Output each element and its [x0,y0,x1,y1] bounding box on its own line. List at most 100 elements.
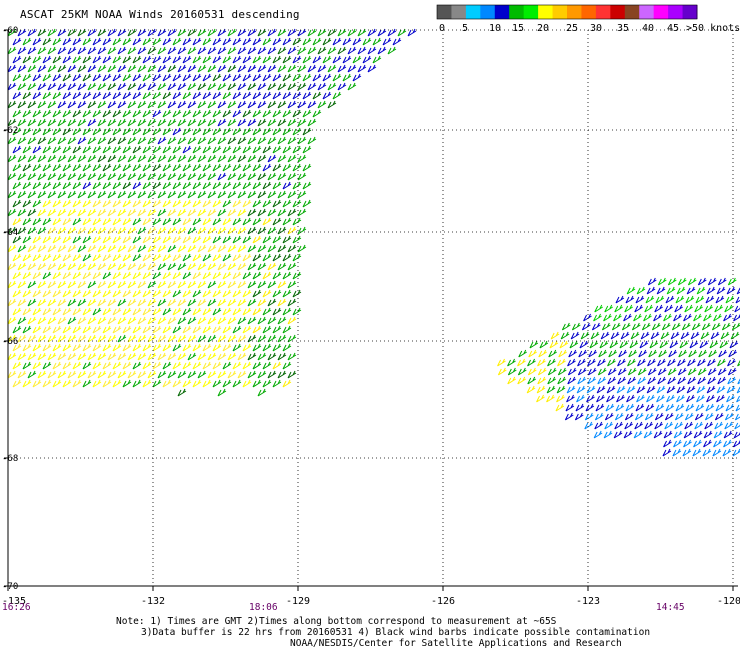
wind-barb [297,244,307,253]
wind-barb [137,172,147,181]
wind-barb [619,340,629,349]
wind-barb [172,325,182,334]
wind-barb [107,226,117,235]
wind-barb [267,136,277,145]
pass-time-label: 18:06 [249,602,278,613]
wind-barb [192,325,202,334]
wind-barb [142,217,152,226]
wind-barb [717,376,726,385]
wind-barb [566,385,576,394]
wind-barb [737,359,740,367]
wind-barb [147,298,157,307]
wind-barb [362,55,372,64]
wind-barb [87,208,97,217]
wind-barb [262,307,272,316]
wind-barb [12,343,22,352]
wind-barb [177,46,187,55]
wind-barb [676,385,686,394]
wind-barb [242,217,252,226]
latitude-label: -60 [2,26,18,36]
wind-barb [207,82,217,91]
wind-barb [668,349,677,358]
wind-barb [177,262,187,271]
wind-barb [727,376,736,385]
map-title: ASCAT 25KM NOAA Winds 20160531 descendin… [20,8,300,21]
wind-barb [12,307,22,316]
wind-barb [72,91,82,100]
wind-barb [117,136,127,145]
wind-barb [597,376,606,385]
wind-barb [623,430,633,439]
wind-barb [187,28,197,37]
colorbar-swatch [538,5,554,19]
wind-barb [177,388,187,397]
wind-barb [634,421,643,430]
wind-barb [297,190,307,199]
wind-barb [132,163,142,172]
wind-barb [87,280,97,289]
wind-barb [667,358,676,367]
wind-barb [112,235,122,244]
wind-barb [157,46,167,55]
wind-barb [732,448,740,457]
wind-barb [82,109,92,118]
wind-barb [127,352,137,361]
wind-barb [282,361,292,370]
wind-barb [157,154,167,163]
wind-barb [37,352,47,361]
wind-barb [342,73,352,82]
wind-barb [82,199,92,208]
wind-barb [212,325,222,334]
wind-barb [152,163,162,172]
wind-barb [162,235,172,244]
wind-barb [82,127,92,136]
wind-barb [297,118,307,127]
wind-barb [117,370,127,379]
wind-barb [372,37,382,46]
wind-barb [252,91,262,100]
wind-barb [212,37,222,46]
wind-barb [117,262,127,271]
wind-barb [713,439,722,448]
wind-barb [157,226,167,235]
wind-barb [247,136,257,145]
colorbar-swatch [567,5,582,19]
wind-barb [87,82,97,91]
wind-barb [62,343,72,352]
wind-barb [636,286,646,295]
wind-barb [27,100,37,109]
wind-barb [272,253,282,262]
wind-barb [92,289,102,298]
wind-barb [167,262,177,271]
wind-barb [257,118,267,127]
wind-barb [112,109,122,118]
wind-barb [292,235,302,244]
wind-barb [22,361,32,370]
wind-barb [122,55,132,64]
wind-barb [685,403,695,412]
wind-barb [57,298,67,307]
wind-barb [127,190,137,199]
wind-barb [62,109,72,118]
wind-barb [177,154,187,163]
wind-barb [635,295,645,304]
wind-barb [657,277,667,286]
wind-barb [715,295,725,304]
wind-barb [292,199,302,208]
wind-barb [22,217,32,226]
wind-barb [282,271,292,280]
wind-barb [282,253,292,262]
wind-barb [77,172,87,181]
wind-barb [272,307,282,316]
wind-barb [67,100,77,109]
wind-barb [227,280,237,289]
wind-barb [287,154,297,163]
wind-barb [257,46,267,55]
wind-barb [87,316,97,325]
wind-barb [207,352,217,361]
wind-barb [257,208,267,217]
wind-barb [232,109,242,118]
wind-barb [17,172,27,181]
wind-barb [197,280,207,289]
wind-barb [227,208,237,217]
